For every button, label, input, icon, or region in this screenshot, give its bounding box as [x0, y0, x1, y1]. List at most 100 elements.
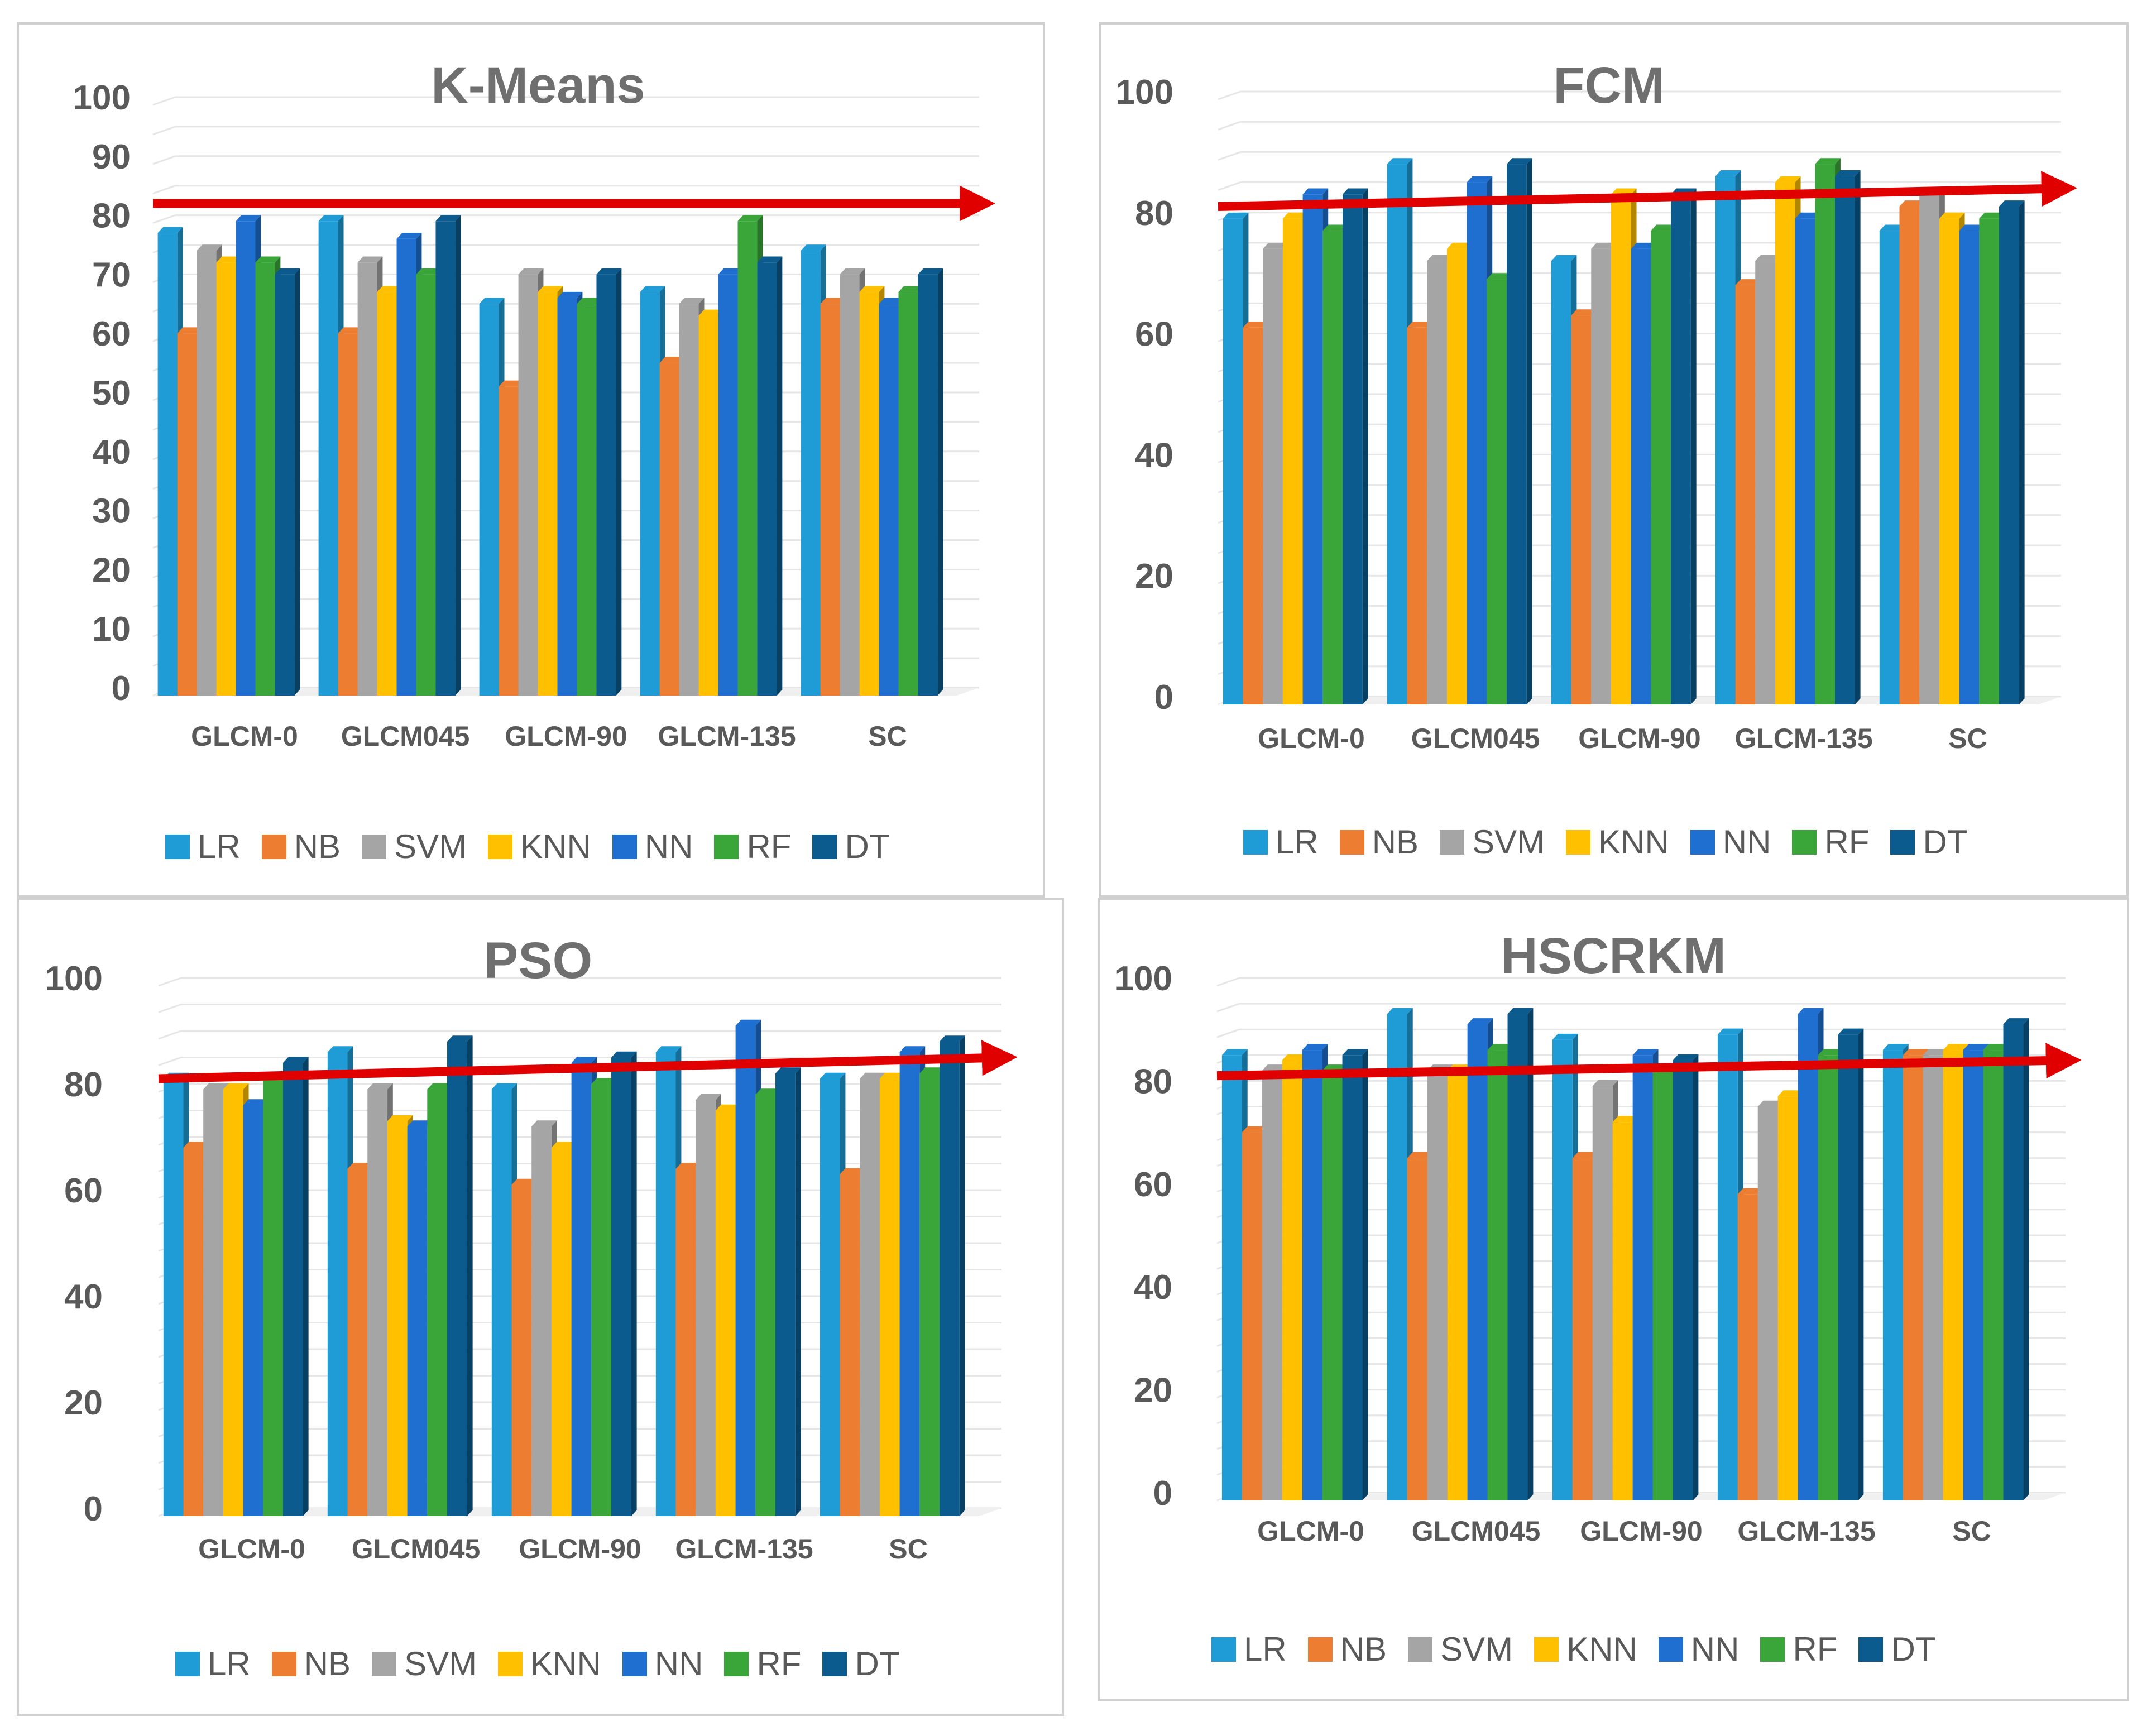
bar-front [518, 274, 538, 696]
bar-top [1446, 243, 1473, 249]
bar-front [1899, 206, 1920, 705]
bar-side [294, 268, 300, 696]
bar-front [1611, 194, 1631, 704]
legend-item-nb: NB [1339, 823, 1419, 861]
bar-top [577, 298, 602, 304]
bar-top [491, 1083, 517, 1090]
bar-top [1467, 176, 1493, 183]
bar-front [1263, 248, 1283, 705]
legend-item-dt: DT [1858, 1630, 1935, 1668]
bar-front [1322, 231, 1343, 704]
bar-front [1343, 194, 1363, 704]
legend-item-lr: LR [165, 827, 241, 866]
legend-swatch [1792, 829, 1817, 855]
bar-front [735, 1025, 756, 1516]
bar-top [775, 1067, 801, 1073]
legend-swatch [622, 1651, 647, 1676]
bar-front [1446, 248, 1467, 705]
gridline-depth [158, 1030, 181, 1040]
gridline-depth [1216, 1003, 1240, 1013]
bar-top [679, 298, 705, 304]
bar-front [591, 1084, 612, 1516]
bar-top [1979, 212, 2005, 219]
bar-front [1302, 194, 1323, 704]
bar-front [718, 274, 738, 696]
bar-top [1262, 1064, 1288, 1071]
legend-item-dt: DT [822, 1644, 899, 1683]
bar-top [675, 1163, 702, 1169]
bar-front [1302, 1050, 1322, 1500]
bar-top [596, 268, 622, 275]
bar-front [427, 1089, 448, 1516]
bar-front [1221, 1055, 1242, 1500]
bar-front [737, 221, 758, 696]
bar-top [1939, 212, 1965, 219]
bar-front [499, 386, 519, 696]
bar-front [1737, 1194, 1758, 1500]
bar-side [795, 1067, 801, 1516]
bar-front [511, 1184, 532, 1516]
bar-top [918, 268, 943, 275]
legend-swatch [1339, 829, 1364, 855]
y-tick-label: 30 [92, 492, 131, 531]
y-tick-label: 0 [1153, 1474, 1172, 1513]
bar-front [377, 292, 397, 696]
bar-dt-glcm045 [1507, 158, 1532, 704]
bar-front [163, 1078, 184, 1516]
bar-top [1487, 1044, 1513, 1051]
y-tick-label: 60 [1134, 1166, 1172, 1204]
x-category-label: GLCM-90 [505, 721, 627, 752]
gridline-depth [1218, 151, 1241, 161]
bar-front [696, 1100, 716, 1516]
bar-front [551, 1148, 572, 1516]
bar-front [255, 262, 275, 696]
legend-swatch [1243, 829, 1268, 855]
bar-top [879, 1072, 905, 1079]
x-category-label: GLCM-0 [1258, 723, 1365, 754]
bar-front [263, 1078, 284, 1516]
bar-front [1959, 231, 1980, 704]
bar-top [1798, 1008, 1824, 1014]
bar-front [1999, 206, 2019, 705]
bar-top [367, 1083, 393, 1090]
bar-top [275, 268, 300, 275]
bar-top [1651, 224, 1676, 231]
bar-front [236, 221, 256, 696]
bar-front [491, 1089, 512, 1516]
bar-dt-glcm-0 [1343, 188, 1368, 705]
gridline-depth [158, 1004, 181, 1013]
bar-top [1923, 1049, 1949, 1056]
bar-top [919, 1067, 945, 1073]
bar-top [1835, 170, 1861, 176]
bar-top [1737, 1188, 1764, 1195]
legend-item-dt: DT [812, 827, 889, 866]
legend-label: DT [845, 828, 890, 865]
bar-dt-glcm-135 [1838, 1028, 1864, 1500]
legend-swatch [261, 834, 286, 859]
bar-svm-sc [1923, 1049, 1949, 1500]
bar-top [183, 1142, 209, 1148]
legend-pso: LR NB SVM KNN NN RF DT [175, 1644, 921, 1683]
x-category-label: GLCM-135 [675, 1533, 813, 1565]
legend-swatch [1408, 1637, 1433, 1662]
bar-lr-glcm-135 [1715, 170, 1741, 705]
legend-label: NN [1690, 1631, 1740, 1668]
legend-swatch [1440, 829, 1465, 855]
trend-arrow [1218, 171, 2077, 211]
bar-top [1243, 321, 1269, 328]
legend-item-knn: KNN [498, 1644, 601, 1683]
legend-item-nn: NN [622, 1644, 703, 1683]
bar-side [1858, 1028, 1864, 1500]
legend-swatch [1534, 1637, 1559, 1662]
chart-panel-pso: 0 20 40 60 80 100 PSO GLCM-0 GLCM045 GLCM-90 GLCM-… [17, 898, 1064, 1716]
y-tick-label: 70 [92, 256, 131, 294]
legend-kmeans: LR NB SVM KNN NN RF DT [165, 827, 911, 866]
bar-front [1983, 1050, 2004, 1500]
legend-swatch [372, 1651, 397, 1676]
legend-swatch [822, 1651, 847, 1676]
bar-front [1447, 1070, 1468, 1500]
y-tick-label: 20 [1135, 557, 1173, 596]
bar-front [447, 1042, 467, 1516]
y-tick-label: 40 [1134, 1268, 1172, 1307]
bar-top [640, 286, 665, 292]
